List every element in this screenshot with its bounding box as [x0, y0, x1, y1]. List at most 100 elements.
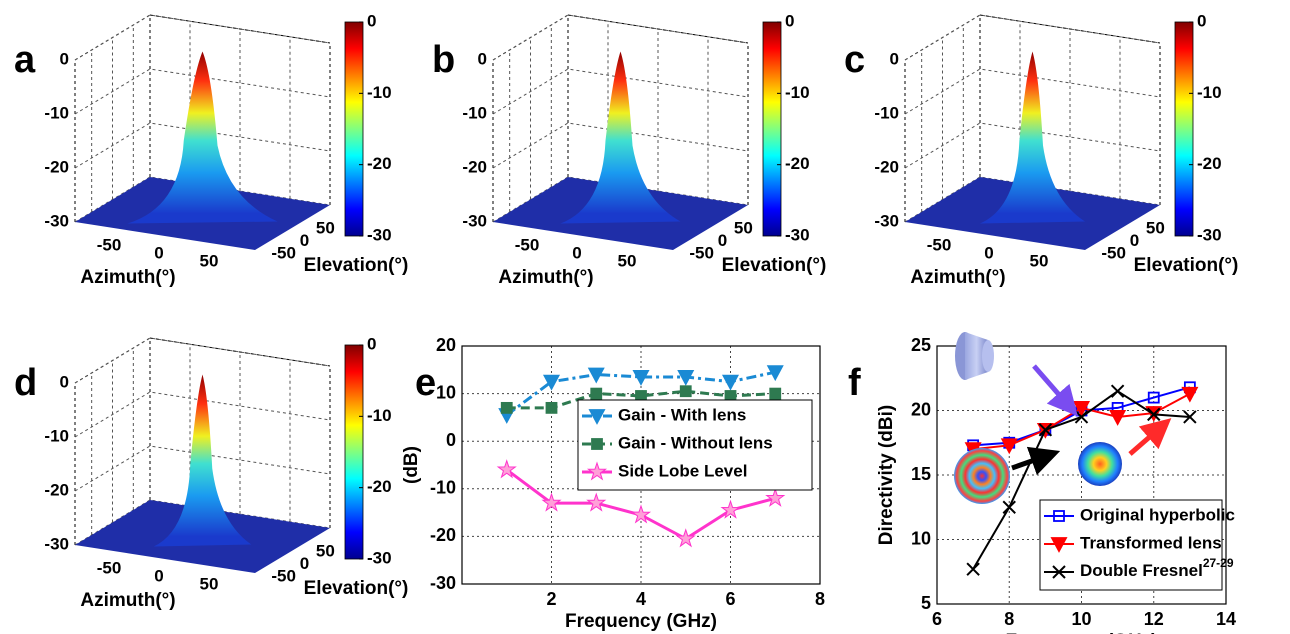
marker — [1147, 391, 1160, 404]
x-tick-label: 6 — [725, 589, 735, 609]
y-tick-label: -20 — [430, 525, 456, 545]
marker — [1038, 423, 1053, 437]
colorbar-tick-label: 0 — [367, 334, 376, 353]
axis-frame — [567, 14, 749, 44]
z-tick-label: 0 — [890, 49, 899, 68]
lens-icon — [965, 332, 988, 380]
colorbar — [344, 344, 364, 560]
panel-letter: c — [844, 39, 865, 81]
y-tick-label: 15 — [911, 464, 931, 484]
marker — [1002, 500, 1016, 514]
y-tick-label: 0 — [300, 231, 309, 250]
arrow — [1128, 418, 1172, 456]
x-axis-label: Azimuth(°) — [80, 590, 175, 611]
lens-icons — [954, 332, 1172, 504]
z-tick-label: -10 — [44, 426, 69, 445]
marker — [496, 459, 517, 479]
z-tick-label: -20 — [462, 157, 487, 176]
marker — [541, 492, 562, 512]
y-tick-label: -30 — [430, 573, 456, 593]
x-axis-label: Frequency (GHz) — [1005, 631, 1157, 634]
y-tick-label: 25 — [911, 335, 931, 355]
x-tick-label: -50 — [927, 236, 952, 255]
legend: Original hyperbolic Transformed lens Doubl… — [1039, 499, 1235, 591]
y-tick-label: -50 — [271, 243, 296, 262]
lens-icon — [954, 448, 1010, 504]
legend-label: Side Lobe Level — [618, 461, 747, 480]
legend-label-name: Double Fresnel — [1080, 561, 1203, 580]
legend-label: Gain - Without lens — [618, 433, 773, 452]
x-tick-label: 12 — [1144, 609, 1164, 629]
colorbar — [344, 21, 364, 237]
colorbar-tick-label: -30 — [1197, 225, 1222, 244]
y-tick-label: 10 — [911, 528, 931, 548]
panel-letter: d — [14, 362, 37, 404]
surface-panel: a-30-20-100-50 0 50 -50050Azimuth(°)Elevati… — [14, 11, 408, 288]
x-tick-label: 14 — [1216, 609, 1236, 629]
x-tick-label: 0 — [154, 243, 163, 262]
legend-box — [577, 399, 813, 491]
axis-frame — [979, 14, 1161, 44]
marker — [1052, 565, 1066, 579]
surface-peak — [980, 51, 1085, 224]
x-tick-label: -50 — [97, 559, 122, 578]
arrow — [1011, 446, 1061, 476]
z-tick-label: -10 — [874, 103, 899, 122]
x-tick-label: 6 — [932, 609, 942, 629]
x-tick-label: 0 — [984, 243, 993, 262]
marker — [720, 499, 741, 519]
y-axis-label: Elevation(°) — [722, 255, 827, 276]
x-axis-label: Azimuth(°) — [498, 267, 593, 288]
x-tick-label: 0 — [572, 243, 581, 262]
colorbar-tick-label: -30 — [785, 225, 810, 244]
legend-label: Double Fresnel27-29 — [1080, 556, 1234, 580]
marker — [769, 387, 782, 400]
line-panel: f 5 10 15 20 25 6 8 10 12 14 Frequency (GHz) Directi… — [848, 335, 1236, 634]
x-tick-label: 50 — [618, 251, 637, 270]
marker — [721, 374, 740, 391]
z-tick-label: -30 — [874, 211, 899, 230]
marker — [542, 374, 561, 391]
colorbar-tick-label: 0 — [785, 11, 794, 30]
x-tick-label: -50 — [97, 236, 122, 255]
legend-label: Transformed lens — [1080, 533, 1222, 552]
y-axis-label: Elevation(°) — [1134, 255, 1239, 276]
y-tick-label: -50 — [271, 566, 296, 585]
axis-frame — [149, 14, 331, 44]
x-tick-label: -50 — [515, 236, 540, 255]
surface-peak — [153, 374, 252, 547]
panel-letter: e — [415, 362, 436, 404]
marker — [630, 504, 652, 524]
arrow — [1032, 364, 1078, 417]
y-axis-label: Directivity (dBi) — [876, 405, 897, 545]
z-tick-label: -30 — [462, 211, 487, 230]
y-tick-label: 0 — [718, 231, 727, 250]
lens-icon — [982, 340, 994, 372]
panel-letter: b — [432, 39, 455, 81]
plot-frame — [461, 345, 821, 585]
colorbar-tick-label: 0 — [367, 11, 376, 30]
colorbar-tick-label: -10 — [367, 83, 392, 102]
x-tick-label: 8 — [1004, 609, 1014, 629]
y-axis-label: Elevation(°) — [304, 255, 409, 276]
marker — [1000, 438, 1018, 455]
surface-panel: c-30-20-100-50 0 50 -50050Azimuth(°)Elevati… — [844, 11, 1238, 288]
x-tick-label: 50 — [1030, 251, 1049, 270]
colorbar-tick-label: -30 — [367, 548, 392, 567]
colorbar-tick-label: -10 — [785, 83, 810, 102]
marker — [679, 385, 692, 398]
x-tick-label: 4 — [636, 589, 646, 609]
marker — [591, 438, 603, 450]
y-tick-label: -50 — [1101, 243, 1126, 262]
marker — [1050, 537, 1068, 553]
y-tick-label: 50 — [1146, 218, 1165, 237]
z-tick-label: -20 — [44, 157, 69, 176]
z-tick-label: 0 — [60, 372, 69, 391]
line-panel: e -30 -20 -10 0 10 20 2 4 6 8 Frequency (GHz) (dB) Ga… — [401, 335, 825, 632]
z-tick-label: -10 — [462, 103, 487, 122]
y-tick-label: 10 — [436, 382, 456, 402]
x-tick-label: 50 — [200, 251, 219, 270]
marker — [1053, 510, 1065, 522]
surface-panel: d-30-20-100-50 0 50 -50050Azimuth(°)Elevati… — [14, 334, 408, 611]
